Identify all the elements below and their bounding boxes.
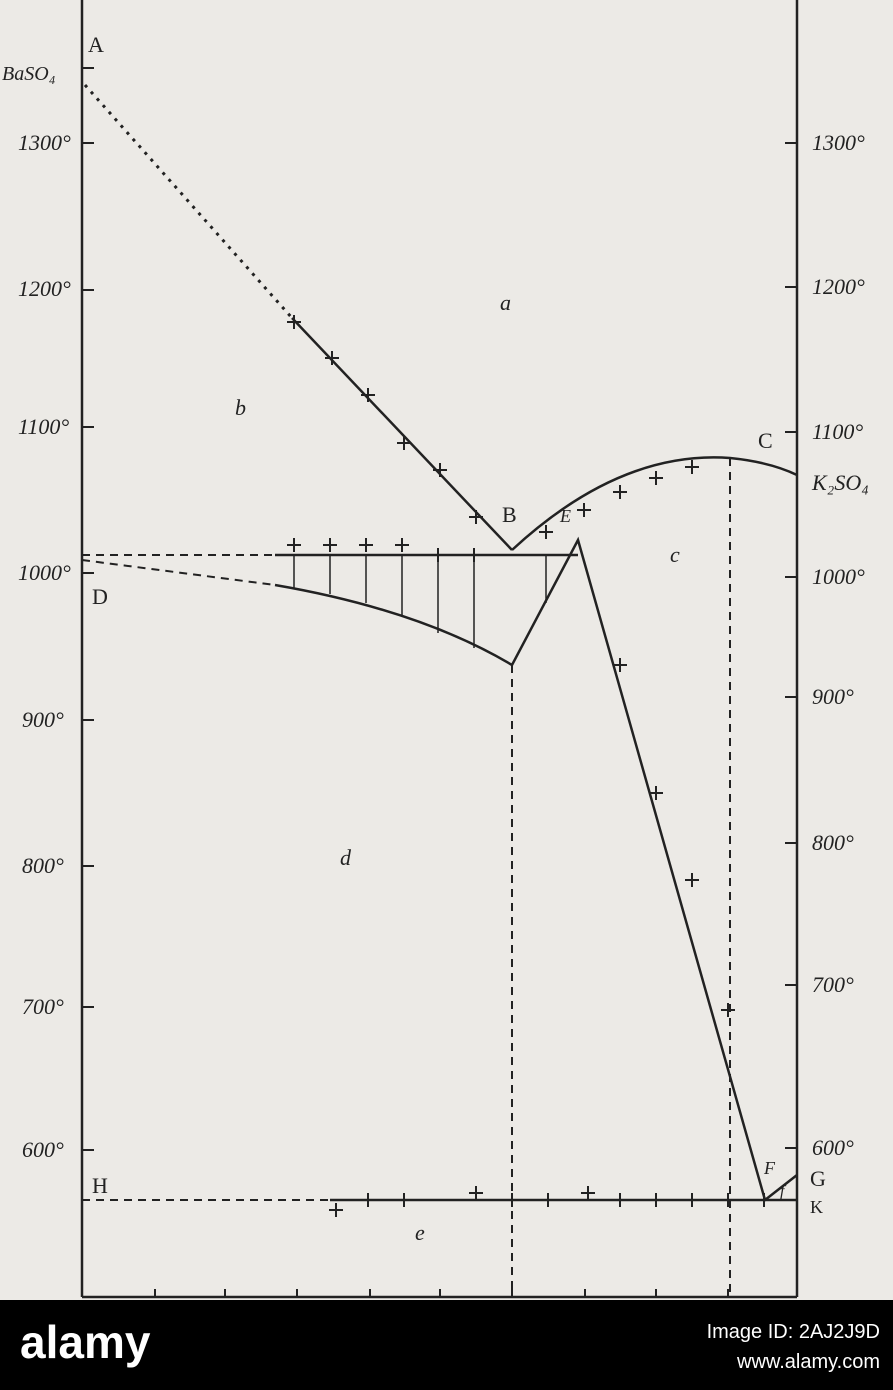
- label: 800°: [22, 853, 64, 878]
- cross: [469, 510, 483, 524]
- dashed-line: [81, 559, 276, 586]
- region-label: f: [780, 1183, 787, 1200]
- label: 1000°: [18, 560, 71, 585]
- dotted-curve: [83, 84, 294, 319]
- cross: [685, 873, 699, 887]
- brand: alamy: [20, 1316, 151, 1368]
- cross: [361, 388, 375, 402]
- cross: [721, 1003, 735, 1017]
- region-label: b: [235, 395, 246, 420]
- cross: [433, 463, 447, 477]
- label: 900°: [22, 707, 64, 732]
- cross: [685, 460, 699, 474]
- ticks: [82, 67, 797, 1297]
- footer-bar: [0, 1300, 893, 1390]
- cross: [323, 538, 337, 552]
- solidus-curve: [274, 536, 798, 1203]
- label: 1000°: [812, 564, 865, 589]
- point-label: F: [763, 1158, 776, 1178]
- label: 1300°: [812, 130, 865, 155]
- cross: [469, 1186, 483, 1200]
- cross: [397, 436, 411, 450]
- region-label: e: [415, 1220, 425, 1245]
- cross: [361, 1193, 375, 1207]
- cross: [431, 548, 445, 562]
- vertical-dashed: [511, 458, 731, 1297]
- label: K: [810, 1197, 823, 1217]
- label: BaSO₄: [2, 63, 56, 85]
- label: 1200°: [812, 274, 865, 299]
- label: C: [758, 428, 773, 453]
- cross: [613, 1193, 627, 1207]
- cross: [325, 351, 339, 365]
- liquidus-right: [511, 456, 798, 551]
- cross: [649, 471, 663, 485]
- label: 800°: [812, 830, 854, 855]
- region-label: a: [500, 290, 511, 315]
- cross: [541, 1193, 555, 1207]
- label: H: [92, 1173, 108, 1198]
- cross: [613, 658, 627, 672]
- label: K₂SO₄: [811, 470, 869, 495]
- image-id: Image ID: 2AJ2J9D: [707, 1321, 880, 1343]
- cross: [581, 1186, 595, 1200]
- cross: [649, 1193, 663, 1207]
- label: D: [92, 584, 108, 609]
- cross: [359, 538, 373, 552]
- label: 1200°: [18, 276, 71, 301]
- cross: [649, 786, 663, 800]
- point-label: E: [559, 506, 571, 526]
- paper: [0, 0, 893, 1300]
- cross: [757, 1193, 771, 1207]
- cross: [287, 538, 301, 552]
- label: 1300°: [18, 130, 71, 155]
- label: 600°: [22, 1137, 64, 1162]
- cross: [287, 315, 301, 329]
- cross: [721, 1193, 735, 1207]
- label: 600°: [812, 1135, 854, 1160]
- label: 700°: [812, 972, 854, 997]
- url: www.alamy.com: [736, 1351, 880, 1373]
- label: 1100°: [18, 414, 69, 439]
- cross: [329, 1203, 343, 1217]
- cross: [467, 548, 481, 562]
- cross: [577, 503, 591, 517]
- label: 900°: [812, 684, 854, 709]
- cross: [685, 1193, 699, 1207]
- cross: [613, 485, 627, 499]
- cross: [539, 525, 553, 539]
- region-label: d: [340, 845, 352, 870]
- cross: [395, 538, 409, 552]
- hatching: [293, 555, 547, 648]
- crosses: [287, 315, 771, 1217]
- cross: [505, 1193, 519, 1207]
- label: 700°: [22, 994, 64, 1019]
- cross: [397, 1193, 411, 1207]
- label: 1100°: [812, 419, 863, 444]
- point-label: B: [502, 502, 517, 527]
- region-label: c: [670, 542, 680, 567]
- label: G: [810, 1166, 826, 1191]
- label: A: [88, 32, 104, 57]
